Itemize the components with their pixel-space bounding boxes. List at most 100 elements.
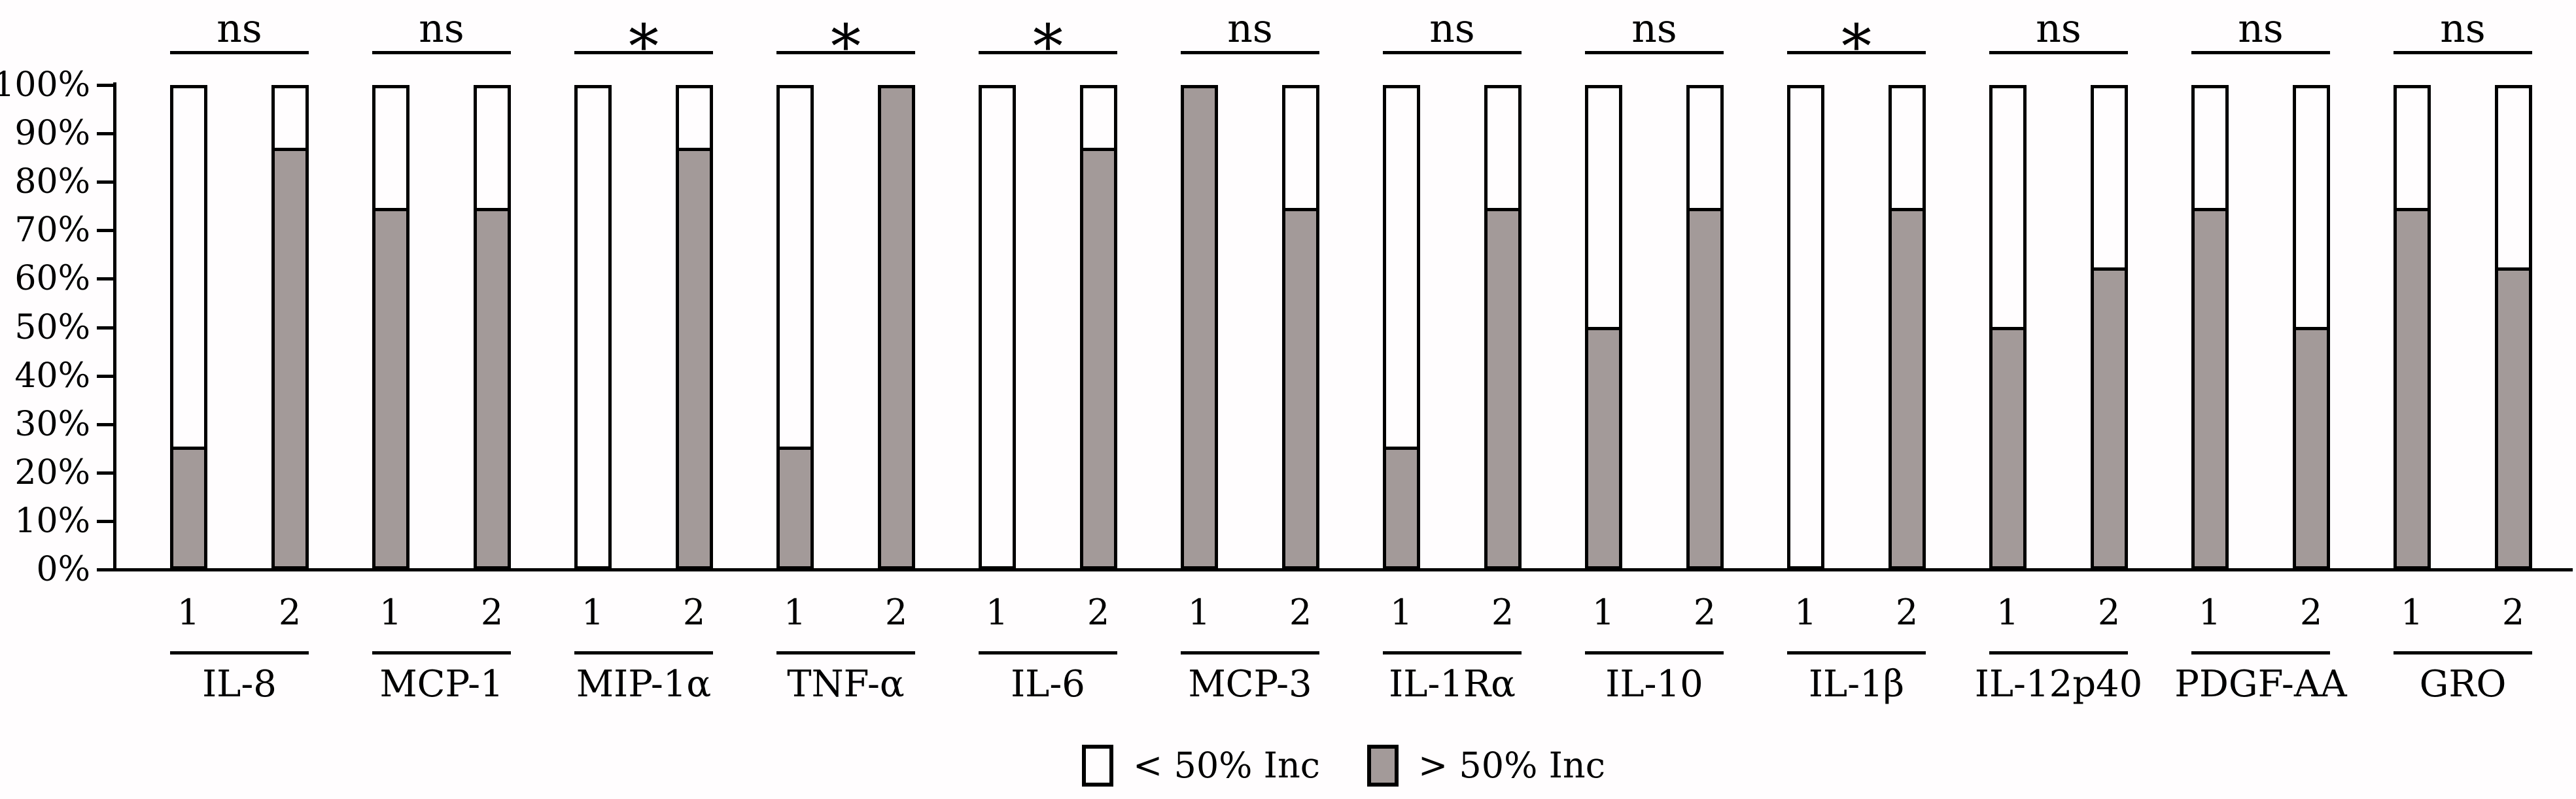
bar-number-label: 1 [2198, 592, 2221, 633]
bar-segment-gt50 [1993, 327, 2023, 566]
y-axis-tick-label: 50% [14, 308, 90, 347]
category-label: IL-12p40 [1974, 663, 2143, 706]
category-underline-line [1585, 651, 1724, 654]
bar-segment-lt50 [474, 85, 511, 570]
bar-segment-lt50 [1080, 85, 1117, 570]
significance-label: ns [1227, 6, 1273, 52]
bar-number-label: 2 [1289, 592, 1312, 633]
significance-label-wrap: ns [2191, 0, 2330, 48]
category-underline-line [2191, 651, 2330, 654]
legend-swatch-lt50 [1082, 745, 1114, 787]
bar-segment-lt50 [170, 85, 207, 570]
y-axis-tick [97, 84, 116, 87]
significance-label: * [831, 12, 861, 82]
bar-segment-lt50 [1181, 85, 1218, 570]
category-label: IL-6 [1011, 663, 1085, 706]
significance-bracket-line [1585, 51, 1724, 54]
significance-label-wrap: ns [2393, 0, 2532, 48]
y-axis-tick [97, 229, 116, 232]
legend-item: > 50% Inc [1367, 745, 1605, 787]
bar-segment-gt50 [881, 88, 912, 566]
category-label: MCP-3 [1188, 663, 1312, 706]
y-axis-tick-label: 20% [14, 453, 90, 492]
significance-label: * [629, 12, 659, 82]
bar-segment-lt50 [1686, 85, 1724, 570]
y-axis-tick [97, 423, 116, 426]
category-underline-line [1989, 651, 2128, 654]
y-axis-tick [97, 326, 116, 330]
bar-number-label: 2 [1491, 592, 1514, 633]
category-underline-line [372, 651, 511, 654]
category-underline-line [574, 651, 713, 654]
bar-segment-gt50 [275, 148, 305, 566]
bar-segment-gt50 [2296, 327, 2327, 566]
y-axis-tick [97, 180, 116, 184]
y-axis-tick [97, 520, 116, 523]
legend-swatch-gt50 [1367, 745, 1399, 787]
y-axis-tick-label: 60% [14, 259, 90, 298]
bar-segment-lt50 [574, 85, 612, 570]
significance-label: ns [1631, 6, 1677, 52]
bar-segment-gt50 [1488, 208, 1518, 566]
bar-segment-lt50 [2393, 85, 2431, 570]
bar-number-label: 2 [278, 592, 302, 633]
significance-label-wrap: ns [1181, 0, 1319, 48]
category-underline-line [776, 651, 915, 654]
y-axis-tick-label: 10% [14, 502, 90, 541]
y-axis-tick [97, 132, 116, 135]
bar-number-label: 2 [682, 592, 706, 633]
significance-label-wrap: ns [372, 0, 511, 48]
bar-segment-lt50 [1484, 85, 1522, 570]
bar-number-label: 2 [2097, 592, 2121, 633]
category-label: IL-10 [1605, 663, 1703, 706]
category-label: TNF-α [787, 663, 905, 706]
category-underline-line [170, 651, 309, 654]
significance-bracket-line [1181, 51, 1319, 54]
bar-number-label: 2 [1693, 592, 1716, 633]
bar-segment-lt50 [676, 85, 713, 570]
bar-segment-lt50 [979, 85, 1016, 570]
bar-segment-gt50 [1083, 148, 1114, 566]
bar-segment-lt50 [2495, 85, 2532, 570]
legend-label: > 50% Inc [1418, 745, 1605, 786]
significance-label: ns [2036, 6, 2081, 52]
category-label: IL-1β [1808, 663, 1905, 706]
bar-segment-gt50 [2195, 208, 2225, 566]
bar-segment-gt50 [2498, 267, 2529, 566]
bar-segment-gt50 [2094, 267, 2125, 566]
category-underline-line [1383, 651, 1522, 654]
bar-segment-gt50 [1892, 208, 1923, 566]
significance-bracket-line [1787, 51, 1926, 54]
y-axis-tick-label: 90% [14, 114, 90, 153]
bar-segment-gt50 [780, 447, 810, 566]
y-axis-tick-label: 70% [14, 211, 90, 250]
bar-number-label: 2 [1895, 592, 1919, 633]
significance-label: ns [419, 6, 464, 52]
significance-label-wrap: ns [1989, 0, 2128, 48]
bar-segment-lt50 [1989, 85, 2027, 570]
significance-label-wrap: ns [1585, 0, 1724, 48]
bar-number-label: 1 [1592, 592, 1615, 633]
bar-number-label: 2 [2299, 592, 2323, 633]
category-label: MCP-1 [379, 663, 504, 706]
bar-segment-lt50 [1787, 85, 1824, 570]
significance-label-wrap: * [1787, 0, 1926, 77]
bar-segment-gt50 [679, 148, 710, 566]
bar-number-label: 2 [884, 592, 908, 633]
bar-segment-gt50 [1690, 208, 1720, 566]
bar-segment-lt50 [2293, 85, 2330, 570]
y-axis-tick-label: 80% [14, 162, 90, 201]
significance-bracket-line [776, 51, 915, 54]
significance-label: * [1841, 12, 1871, 82]
bar-number-label: 1 [177, 592, 200, 633]
y-axis-tick [97, 375, 116, 378]
x-axis-line [113, 568, 2573, 571]
significance-label-wrap: * [574, 0, 713, 77]
significance-bracket-line [574, 51, 713, 54]
bar-segment-lt50 [1282, 85, 1319, 570]
bar-segment-lt50 [2191, 85, 2229, 570]
bar-number-label: 1 [783, 592, 807, 633]
bar-segment-gt50 [1184, 88, 1215, 566]
bar-segment-lt50 [2091, 85, 2128, 570]
legend-label: < 50% Inc [1133, 745, 1320, 786]
